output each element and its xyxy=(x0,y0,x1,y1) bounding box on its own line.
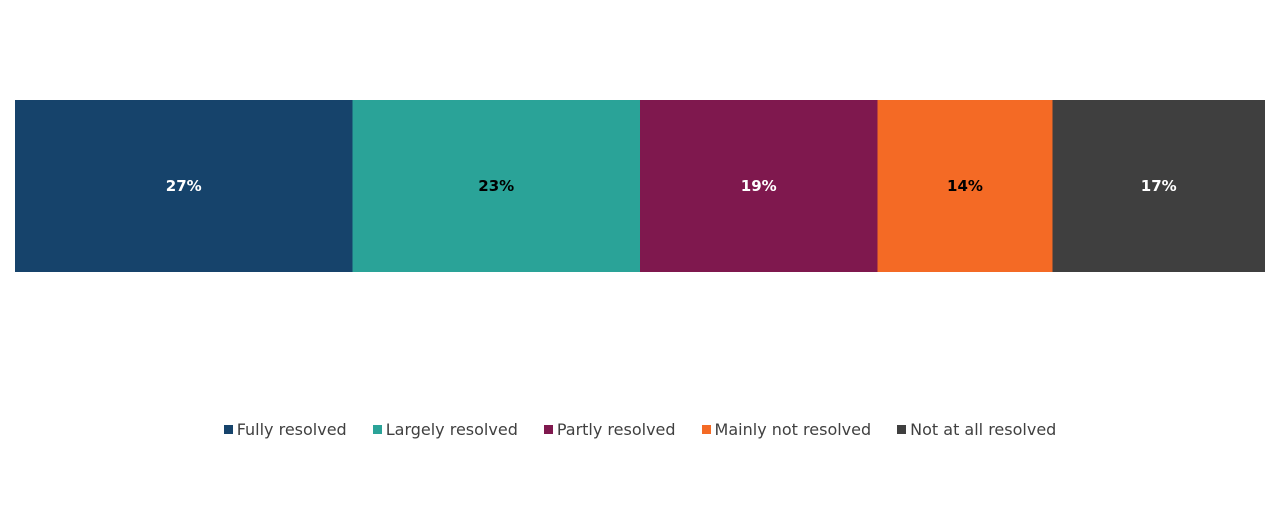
legend-swatch-partly-resolved xyxy=(543,425,553,434)
legend-item-largely-resolved: Largely resolved xyxy=(372,420,518,439)
legend-item-mainly-not-resolved: Mainly not resolved xyxy=(701,420,872,439)
legend-label-mainly-not-resolved: Mainly not resolved xyxy=(714,420,872,439)
legend-label-fully-resolved: Fully resolved xyxy=(236,420,347,439)
data-label-largely-resolved: 23% xyxy=(478,177,514,195)
bar-segment-mainly-not-resolved xyxy=(877,100,1053,272)
bar-segment-partly-resolved xyxy=(640,100,878,272)
data-label-mainly-not-resolved: 14% xyxy=(947,177,983,195)
bar-segment-not-at-all-resolved xyxy=(1052,100,1265,272)
legend-item-not-at-all-resolved: Not at all resolved xyxy=(897,420,1056,439)
bar-segment-fully-resolved xyxy=(15,100,353,272)
data-label-not-at-all-resolved: 17% xyxy=(1141,177,1177,195)
data-label-partly-resolved: 19% xyxy=(741,177,777,195)
chart-legend: Fully resolved Largely resolved Partly r… xyxy=(0,420,1280,439)
legend-swatch-fully-resolved xyxy=(223,425,233,434)
legend-label-not-at-all-resolved: Not at all resolved xyxy=(910,420,1057,439)
bar-segment-largely-resolved xyxy=(352,100,640,272)
data-label-fully-resolved: 27% xyxy=(166,177,202,195)
legend-swatch-largely-resolved xyxy=(372,425,382,434)
legend-item-partly-resolved: Partly resolved xyxy=(543,420,676,439)
legend-swatch-not-at-all-resolved xyxy=(897,425,907,434)
legend-label-partly-resolved: Partly resolved xyxy=(556,420,676,439)
legend-label-largely-resolved: Largely resolved xyxy=(385,420,518,439)
legend-item-fully-resolved: Fully resolved xyxy=(223,420,347,439)
legend-swatch-mainly-not-resolved xyxy=(701,425,711,434)
